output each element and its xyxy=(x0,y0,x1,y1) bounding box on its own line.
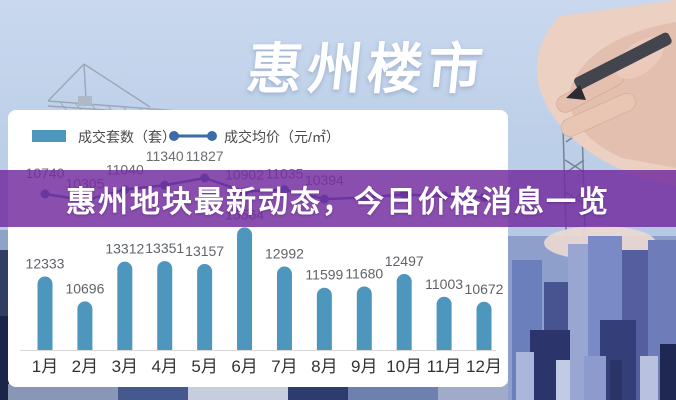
x-axis-label: 2月 xyxy=(72,357,98,376)
bar-2月 xyxy=(77,301,93,350)
city-skyline-right-image xyxy=(508,226,676,400)
x-axis-label: 6月 xyxy=(231,357,257,376)
x-axis-label: 3月 xyxy=(112,357,138,376)
x-axis-label: 1月 xyxy=(32,357,58,376)
hand-with-pen-image xyxy=(536,0,676,186)
legend-bar-label: 成交套数（套） xyxy=(78,129,176,145)
bar-9月 xyxy=(356,286,372,350)
bar-11月 xyxy=(436,296,452,350)
legend-line-label: 成交均价（元/㎡） xyxy=(224,129,340,145)
x-axis-label: 10月 xyxy=(386,357,422,376)
bar-3月 xyxy=(117,261,133,350)
bar-12月 xyxy=(476,301,492,350)
bar-6月 xyxy=(237,227,253,350)
bar-4月 xyxy=(157,261,173,350)
legend-line-dot-icon xyxy=(169,131,179,141)
bar-value-label: 10696 xyxy=(65,280,104,296)
x-axis-label: 8月 xyxy=(311,357,337,376)
bar-value-label: 12497 xyxy=(385,253,424,269)
bar-value-label: 11599 xyxy=(305,267,343,283)
bar-10月 xyxy=(396,274,412,350)
bar-value-label: 12333 xyxy=(26,256,65,272)
bar-value-label: 13312 xyxy=(105,241,144,257)
bar-value-label: 11680 xyxy=(345,265,383,281)
bar-8月 xyxy=(316,287,332,350)
x-axis-label: 12月 xyxy=(466,357,502,376)
bar-value-label: 13157 xyxy=(185,243,224,259)
x-axis-label: 11月 xyxy=(427,357,462,376)
line-value-label: 11827 xyxy=(186,148,224,164)
bar-value-label: 12992 xyxy=(265,246,304,262)
legend-line-dot-icon xyxy=(207,131,217,141)
x-axis-label: 7月 xyxy=(271,357,297,376)
headline-banner-title: 惠州地块最新动态，今日价格消息一览 xyxy=(66,185,610,219)
headline-banner: 惠州地块最新动态，今日价格消息一览 xyxy=(0,170,676,227)
city-strip-bottom-image xyxy=(8,384,508,400)
city-strip-left-image xyxy=(0,230,9,400)
x-axis-label: 5月 xyxy=(191,357,217,376)
bar-value-label: 11003 xyxy=(425,276,463,292)
x-axis-label: 4月 xyxy=(151,357,177,376)
bar-value-label: 13351 xyxy=(145,240,184,256)
legend-bar-swatch-icon xyxy=(32,130,66,142)
bar-5月 xyxy=(197,264,213,350)
bar-1月 xyxy=(37,276,53,350)
bar-7月 xyxy=(276,266,292,350)
line-value-label: 11340 xyxy=(146,148,184,164)
bar-value-label: 10672 xyxy=(465,281,504,297)
x-axis-label: 9月 xyxy=(351,357,377,376)
